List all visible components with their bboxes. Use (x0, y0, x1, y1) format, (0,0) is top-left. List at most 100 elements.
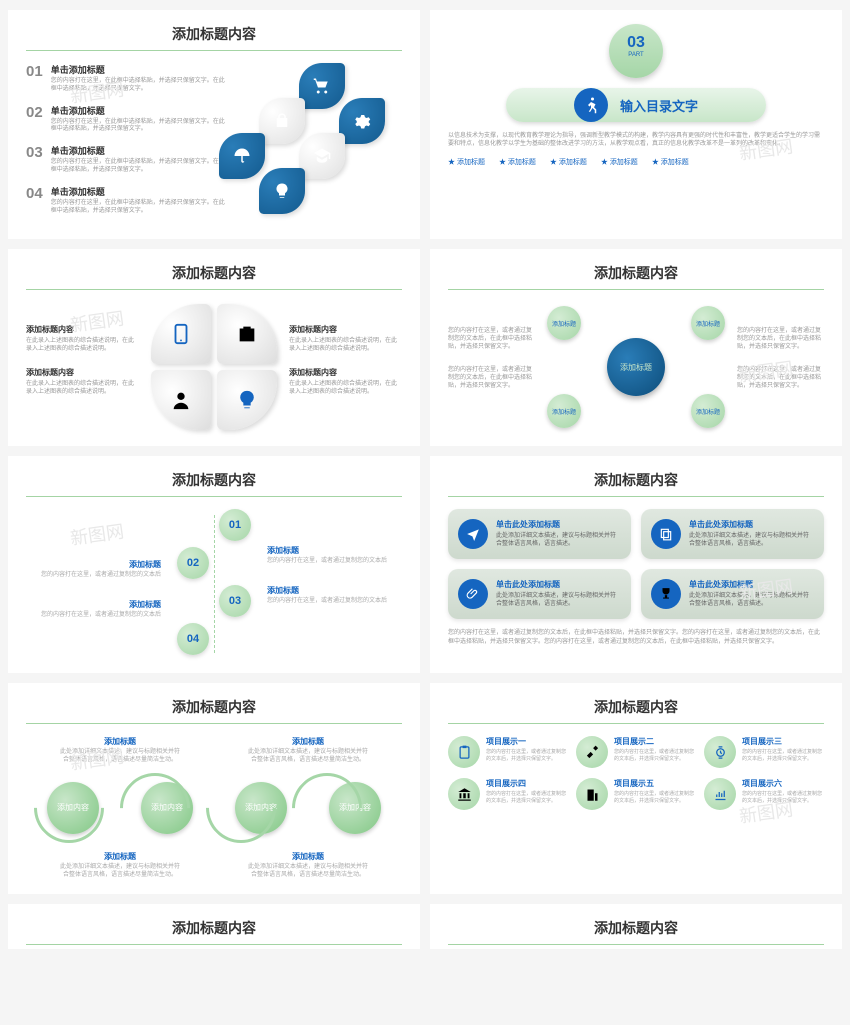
feature-item: 项目展示四您的内容打在这里，或者通过复制您的文本后，并选择只保留文字。 (448, 778, 568, 810)
item-title: 项目展示二 (614, 736, 696, 747)
label-title: 添加标题 (26, 599, 161, 610)
hub-diagram: 添加标题 添加标题 添加标题 添加标题 添加标题 (541, 302, 731, 432)
slide-6: 新图网 添加标题内容 单击此处添加标题此处添加详细文本描述，建议与标题相关并符合… (430, 456, 842, 673)
slide-7: 新图网 添加标题内容 添加标题此处添加详细文本描述，建议与标题相关并符合整体语言… (8, 683, 420, 893)
item-desc: 您的内容打在这里，或者通过复制您的文本后，并选择只保留文字。 (486, 749, 568, 762)
footer-text: 您的内容打在这里，或者通过复制您的文本后，在此框中选择粘贴，并选择只保留文字。您… (448, 629, 824, 646)
education-icon (299, 133, 345, 179)
arc (278, 758, 377, 857)
feature-item: 项目展示五您的内容打在这里，或者通过复制您的文本后，并选择只保留文字。 (576, 778, 696, 810)
title-pill: 输入目录文字 (506, 88, 766, 122)
slide-9-peek: 添加标题内容 (8, 904, 420, 949)
slide-title: 添加标题内容 (26, 24, 402, 51)
bulb-icon (217, 370, 277, 430)
clipboard-icon (448, 736, 480, 768)
right-labels: 添加标题您的内容打在这里，或者通过复制您的文本后 添加标题您的内容打在这里，或者… (267, 545, 402, 625)
block-desc: 在此录入上述图表的综合描述说明，在此录入上述图表的综合描述说明。 (289, 381, 402, 397)
slide-5: 新图网 添加标题内容 添加标题您的内容打在这里，或者通过复制您的文本后 添加标题… (8, 456, 420, 673)
label-desc: 您的内容打在这里，或者通过复制您的文本后 (267, 558, 402, 566)
card-title: 单击此处添加标题 (689, 579, 814, 590)
label-desc: 此处添加详细文本描述，建议与标题相关并符合整体语言风格，语言描述尽量简洁生动。 (248, 864, 368, 880)
label-desc: 您的内容打在这里，或者通过复制您的文本后 (267, 598, 402, 606)
item-number: 01 (26, 63, 43, 94)
label-title: 添加标题 (248, 736, 368, 747)
tag: 添加标题 (448, 157, 485, 167)
card-desc: 此处添加详细文本描述，建议与标题相关并符合整体语言风格，语言描述。 (496, 533, 621, 549)
wave-circles: 添加内容 添加内容 添加内容 添加内容 (26, 773, 402, 843)
item-number: 04 (26, 185, 43, 216)
node: 添加标题 (691, 394, 725, 428)
item-title: 单击添加标题 (51, 144, 230, 157)
card-grid: 单击此处添加标题此处添加详细文本描述，建议与标题相关并符合整体语言风格，语言描述… (448, 509, 824, 619)
side-text: 您的内容打在这里，或者通过复制您的文本后，在此框中选择粘贴，并选择只保留文字。 (737, 367, 824, 390)
slide-title: 添加标题内容 (26, 918, 402, 945)
side-text: 您的内容打在这里，或者通过复制您的文本后，在此框中选择粘贴，并选择只保留文字。 (737, 328, 824, 351)
item-title: 项目展示五 (614, 778, 696, 789)
left-column: 添加标题内容在此录入上述图表的综合描述说明，在此录入上述图表的综合描述说明。 添… (26, 324, 139, 411)
label-desc: 您的内容打在这里，或者通过复制您的文本后 (26, 572, 161, 580)
side-text: 您的内容打在这里，或者通过复制您的文本后，在此框中选择粘贴，并选择只保留文字。 (448, 328, 535, 351)
trophy-icon (651, 579, 681, 609)
arc (20, 758, 119, 857)
info-card: 单击此处添加标题此处添加详细文本描述，建议与标题相关并符合整体语言风格，语言描述… (448, 569, 631, 619)
label-title: 添加标题 (267, 585, 402, 596)
feature-item: 项目展示三您的内容打在这里，或者通过复制您的文本后，并选择只保留文字。 (704, 736, 824, 768)
numbered-list: 01 单击添加标题您的内容打在这里，在此框中选择粘贴，并选择只保留文字。在此框中选… (26, 63, 230, 225)
umbrella-icon (219, 133, 265, 179)
info-card: 单击此处添加标题此处添加详细文本描述，建议与标题相关并符合整体语言风格，语言描述… (641, 509, 824, 559)
node: 添加标题 (691, 306, 725, 340)
item-title: 单击添加标题 (51, 63, 230, 76)
description: 以信息技术为支撑，以现代教育教学理论为指导，强调新型教学模式的构建，教学内容具有… (448, 132, 824, 149)
card-title: 单击此处添加标题 (689, 519, 814, 530)
slide-1: 新图网 添加标题内容 01单击添加标题您的内容打在这里，在此框中选择粘贴，并选择… (8, 10, 420, 239)
right-texts: 您的内容打在这里，或者通过复制您的文本后，在此框中选择粘贴，并选择只保留文字。 … (737, 328, 824, 407)
left-labels: 添加标题您的内容打在这里，或者通过复制您的文本后 添加标题您的内容打在这里，或者… (26, 531, 161, 639)
slide-title: 添加标题内容 (26, 470, 402, 497)
tools-icon (576, 736, 608, 768)
slide-title: 添加标题内容 (26, 263, 402, 290)
chart-icon (704, 778, 736, 810)
info-card: 单击此处添加标题此处添加详细文本描述，建议与标题相关并符合整体语言风格，语言描述… (448, 509, 631, 559)
money-icon (259, 98, 305, 144)
card-desc: 此处添加详细文本描述，建议与标题相关并符合整体语言风格，语言描述。 (689, 533, 814, 549)
timeline: 01 02 03 04 (169, 509, 259, 659)
node: 添加标题 (547, 394, 581, 428)
item-desc: 您的内容打在这里，在此框中选择粘贴，并选择只保留文字。在此框中选择粘贴，并选择只… (51, 78, 230, 94)
person-icon (151, 370, 211, 430)
list-item: 03单击添加标题您的内容打在这里，在此框中选择粘贴，并选择只保留文字。在此框中选… (26, 144, 230, 175)
petal-cluster (149, 302, 279, 432)
pill-text: 输入目录文字 (620, 96, 698, 115)
phone-icon (151, 304, 211, 364)
item-title: 单击添加标题 (51, 104, 230, 117)
top-labels: 添加标题此处添加详细文本描述，建议与标题相关并符合整体语言风格，语言描述尽量简洁… (26, 736, 402, 765)
block-title: 添加标题内容 (26, 324, 139, 335)
bottom-labels: 添加标题此处添加详细文本描述，建议与标题相关并符合整体语言风格，语言描述尽量简洁… (26, 851, 402, 880)
item-desc: 您的内容打在这里，在此框中选择粘贴，并选择只保留文字。在此框中选择粘贴，并选择只… (51, 159, 230, 175)
label-title: 添加标题 (26, 559, 161, 570)
briefcase-icon (217, 304, 277, 364)
slide-2: 新图网 03 PART 输入目录文字 以信息技术为支撑，以现代教育教学理论为指导… (430, 10, 842, 239)
side-text: 您的内容打在这里，或者通过复制您的文本后，在此框中选择粘贴，并选择只保留文字。 (448, 367, 535, 390)
block-title: 添加标题内容 (289, 367, 402, 378)
tag: 添加标题 (601, 157, 638, 167)
diamond-cluster (242, 63, 402, 213)
block-desc: 在此录入上述图表的综合描述说明，在此录入上述图表的综合描述说明。 (26, 338, 139, 354)
slide-title: 添加标题内容 (448, 697, 824, 724)
watch-icon (704, 736, 736, 768)
item-title: 项目展示三 (742, 736, 824, 747)
item-title: 单击添加标题 (51, 185, 230, 198)
tag: 添加标题 (550, 157, 587, 167)
right-column: 添加标题内容在此录入上述图表的综合描述说明，在此录入上述图表的综合描述说明。 添… (289, 324, 402, 411)
hub-circle: 添加标题 (607, 338, 665, 396)
clip-icon (458, 579, 488, 609)
card-title: 单击此处添加标题 (496, 519, 621, 530)
node: 添加标题 (547, 306, 581, 340)
slide-3: 新图网 添加标题内容 添加标题内容在此录入上述图表的综合描述说明，在此录入上述图… (8, 249, 420, 446)
item-desc: 您的内容打在这里，在此框中选择粘贴，并选择只保留文字。在此框中选择粘贴，并选择只… (51, 119, 230, 135)
arc (192, 758, 291, 857)
bulb-icon (259, 168, 305, 214)
timeline-circle: 02 (177, 547, 209, 579)
block-title: 添加标题内容 (26, 367, 139, 378)
feature-item: 项目展示六您的内容打在这里，或者通过复制您的文本后，并选择只保留文字。 (704, 778, 824, 810)
cart-icon (299, 63, 345, 109)
